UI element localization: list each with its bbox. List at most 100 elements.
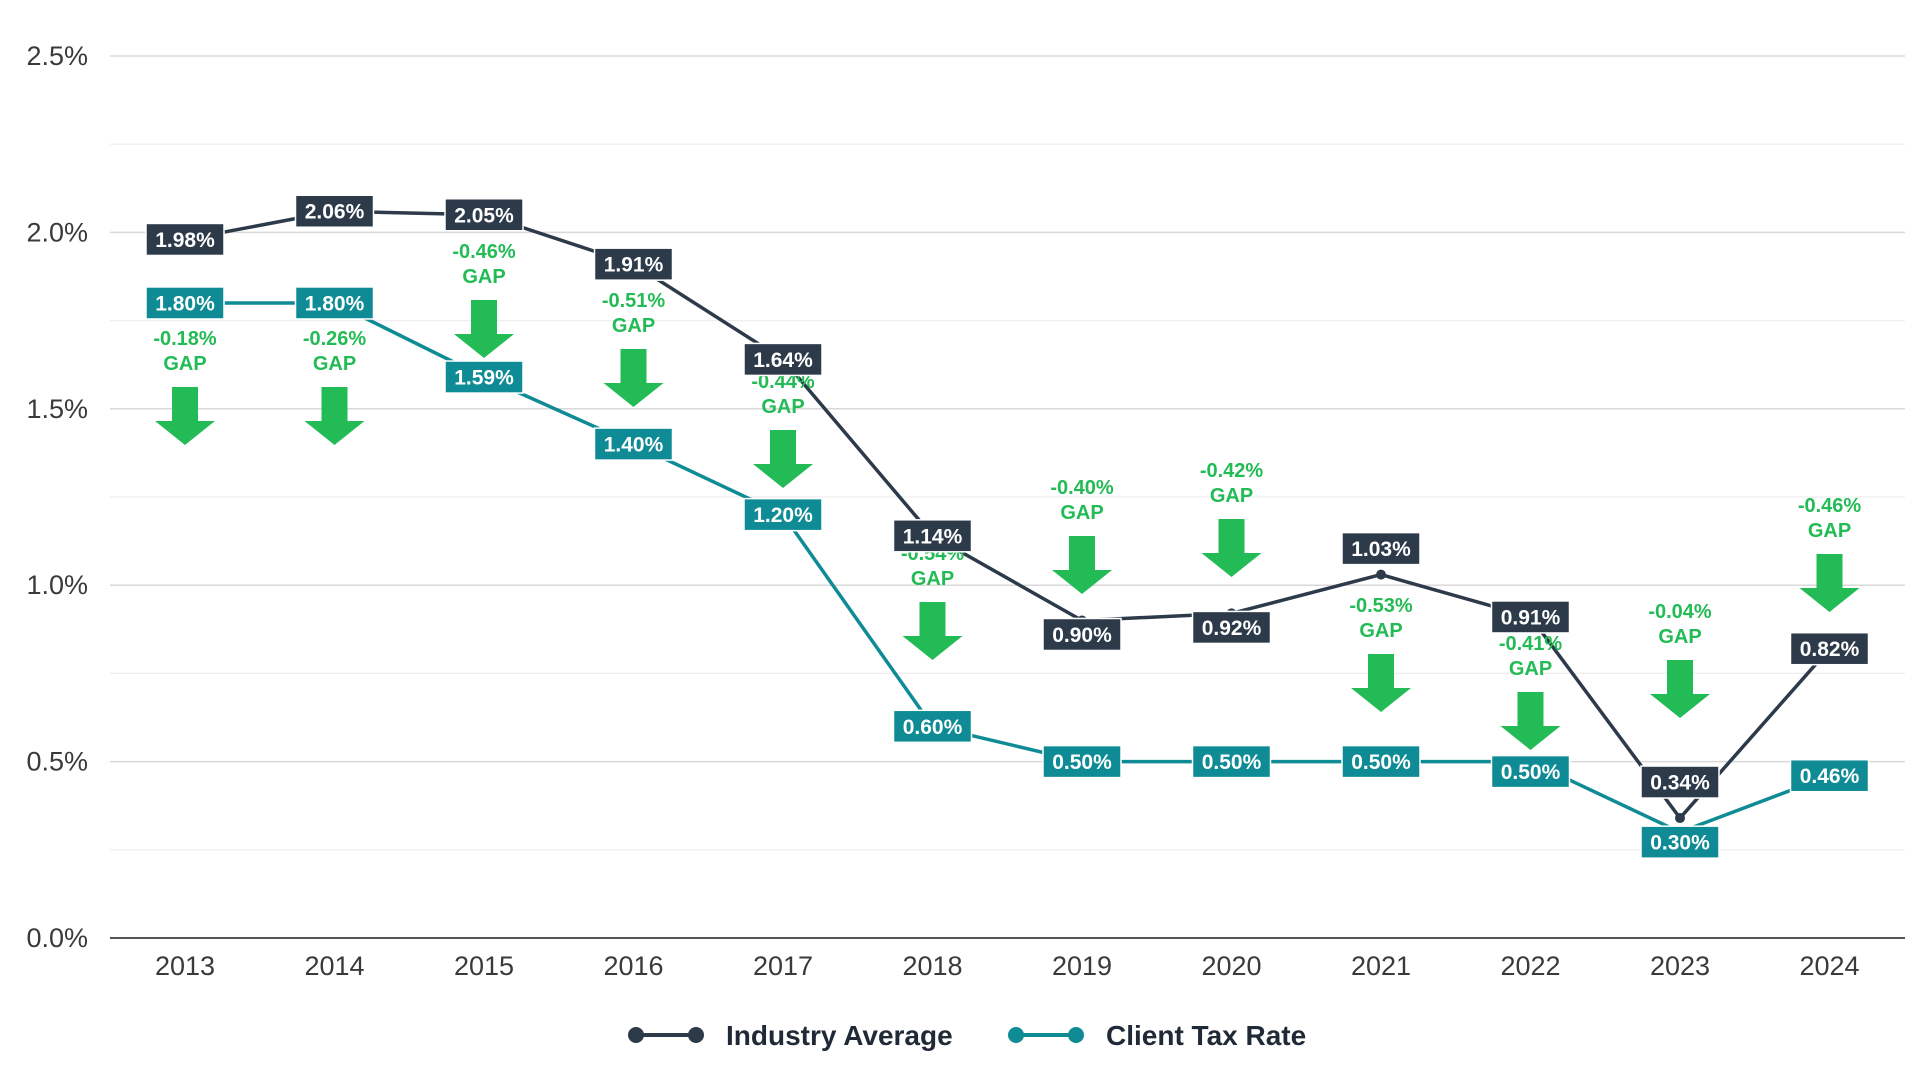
series-line-industry-average: [184, 209, 1831, 820]
series-lines: [180, 206, 1835, 838]
client-value-label: 0.50%: [1202, 751, 1262, 774]
down-arrow-icon: [1052, 536, 1112, 594]
down-arrow-icon: [603, 349, 664, 407]
industry-value-label: 0.90%: [1052, 624, 1112, 647]
gap-word-label: GAP: [761, 396, 804, 418]
industry-value-label: 1.14%: [903, 525, 963, 548]
legend-client-tax-rate: Client Tax Rate: [1008, 1020, 1306, 1051]
down-arrow-icon: [1201, 519, 1262, 577]
industry-value-box: [145, 222, 225, 257]
gap-value-label: -0.40%: [1050, 477, 1114, 499]
industry-value-box: [1191, 610, 1272, 645]
client-value-label: 0.50%: [1052, 751, 1112, 774]
gap-value-label: -0.46%: [1798, 495, 1862, 517]
gap-value-label: -0.42%: [1200, 460, 1264, 482]
client-value-box: [444, 360, 524, 394]
x-tick-label: 2018: [902, 951, 962, 981]
gap-value-label: -0.51%: [602, 290, 666, 312]
series-line-client-tax-rate: [185, 301, 1831, 834]
client-value-box: [145, 286, 225, 320]
industry-value-box: [1042, 617, 1122, 652]
y-tick-label: 1.0%: [26, 570, 88, 600]
industry-value-label: 0.34%: [1650, 772, 1710, 795]
industry-value-label: 0.92%: [1202, 617, 1262, 640]
industry-value-label: 1.91%: [604, 254, 664, 277]
legend-label: Industry Average: [726, 1020, 953, 1051]
gap-word-label: GAP: [163, 353, 206, 375]
gap-value-label: -0.46%: [452, 241, 516, 263]
x-tick-label: 2020: [1201, 951, 1261, 981]
down-arrow-icon: [1799, 554, 1860, 612]
industry-value-box: [1789, 631, 1870, 666]
x-tick-label: 2022: [1500, 951, 1560, 981]
client-value-label: 1.59%: [454, 367, 514, 390]
x-tick-label: 2015: [454, 951, 514, 981]
y-tick-label: 0.5%: [26, 747, 88, 777]
client-value-label: 0.60%: [903, 716, 963, 739]
industry-value-box: [892, 519, 973, 553]
x-tick-label: 2021: [1351, 951, 1411, 981]
x-tick-label: 2016: [603, 951, 663, 981]
client-value-box: [892, 709, 973, 744]
client-value-label: 0.30%: [1650, 832, 1710, 855]
x-tick-label: 2024: [1799, 951, 1859, 981]
down-arrow-icon: [1351, 654, 1411, 712]
down-arrow-icon: [155, 387, 215, 445]
gap-value-label: -0.41%: [1499, 633, 1563, 655]
down-arrow-icon: [1500, 692, 1561, 750]
gap-value-label: -0.04%: [1648, 601, 1712, 623]
gridlines: [110, 55, 1905, 851]
y-tick-label: 0.0%: [26, 923, 88, 953]
gap-word-label: GAP: [1658, 626, 1701, 648]
client-value-label: 0.50%: [1501, 761, 1561, 784]
client-value-box: [1042, 744, 1122, 779]
client-value-label: 1.80%: [155, 292, 215, 315]
industry-value-box: [593, 247, 674, 281]
client-value-box: [1191, 744, 1272, 779]
industry-value-label: 2.05%: [454, 204, 514, 227]
data-point: [1675, 813, 1685, 824]
industry-value-label: 1.03%: [1351, 538, 1411, 561]
axes: 0.0% 0.5% 1.0% 1.5% 2.0% 2.5% 2013 2014 2015 2016…: [26, 41, 1905, 981]
down-arrow-icon: [454, 300, 514, 358]
client-value-label: 1.20%: [753, 504, 813, 527]
industry-value-box: [1490, 600, 1571, 634]
legend-dot-icon: [1068, 1027, 1084, 1043]
industry-value-label: 1.98%: [155, 229, 215, 252]
client-value-box: [593, 427, 674, 461]
industry-value-box: [1341, 531, 1421, 566]
client-value-label: 1.80%: [305, 292, 365, 315]
client-value-box: [1341, 744, 1421, 779]
legend: Industry Average Client Tax Rate: [628, 1020, 1306, 1051]
legend-dot-icon: [628, 1027, 644, 1043]
industry-value-label: 0.82%: [1800, 638, 1860, 661]
industry-value-label: 0.91%: [1501, 606, 1561, 629]
gap-word-label: GAP: [1808, 520, 1851, 542]
legend-industry-average: Industry Average: [628, 1020, 953, 1051]
gap-word-label: GAP: [612, 315, 655, 337]
y-tick-label: 2.0%: [26, 217, 88, 247]
x-tick-label: 2013: [155, 951, 215, 981]
x-tick-label: 2014: [304, 951, 364, 981]
data-point: [1376, 569, 1386, 580]
legend-dot-icon: [688, 1027, 704, 1043]
gap-value-label: -0.44%: [751, 371, 815, 393]
client-value-box: [1490, 754, 1571, 789]
gap-word-label: GAP: [1359, 620, 1402, 642]
x-tick-label: 2017: [753, 951, 813, 981]
industry-value-box: [294, 194, 375, 228]
data-labels: 1.98% 2.06% 2.05% 1.91% 1.64% 1.14% 0.90% 0.92%…: [145, 194, 1870, 859]
gap-word-label: GAP: [313, 353, 356, 375]
y-tick-label: 1.5%: [26, 394, 88, 424]
client-value-box: [1640, 825, 1720, 859]
gap-value-label: -0.53%: [1349, 595, 1413, 617]
gap-word-label: GAP: [1060, 502, 1103, 524]
gap-word-label: GAP: [462, 266, 505, 288]
legend-label: Client Tax Rate: [1106, 1020, 1306, 1051]
legend-dot-icon: [1008, 1027, 1024, 1043]
down-arrow-icon: [304, 387, 365, 445]
gap-word-label: GAP: [1509, 658, 1552, 680]
client-value-label: 1.40%: [604, 434, 664, 457]
industry-value-label: 1.64%: [753, 349, 813, 372]
